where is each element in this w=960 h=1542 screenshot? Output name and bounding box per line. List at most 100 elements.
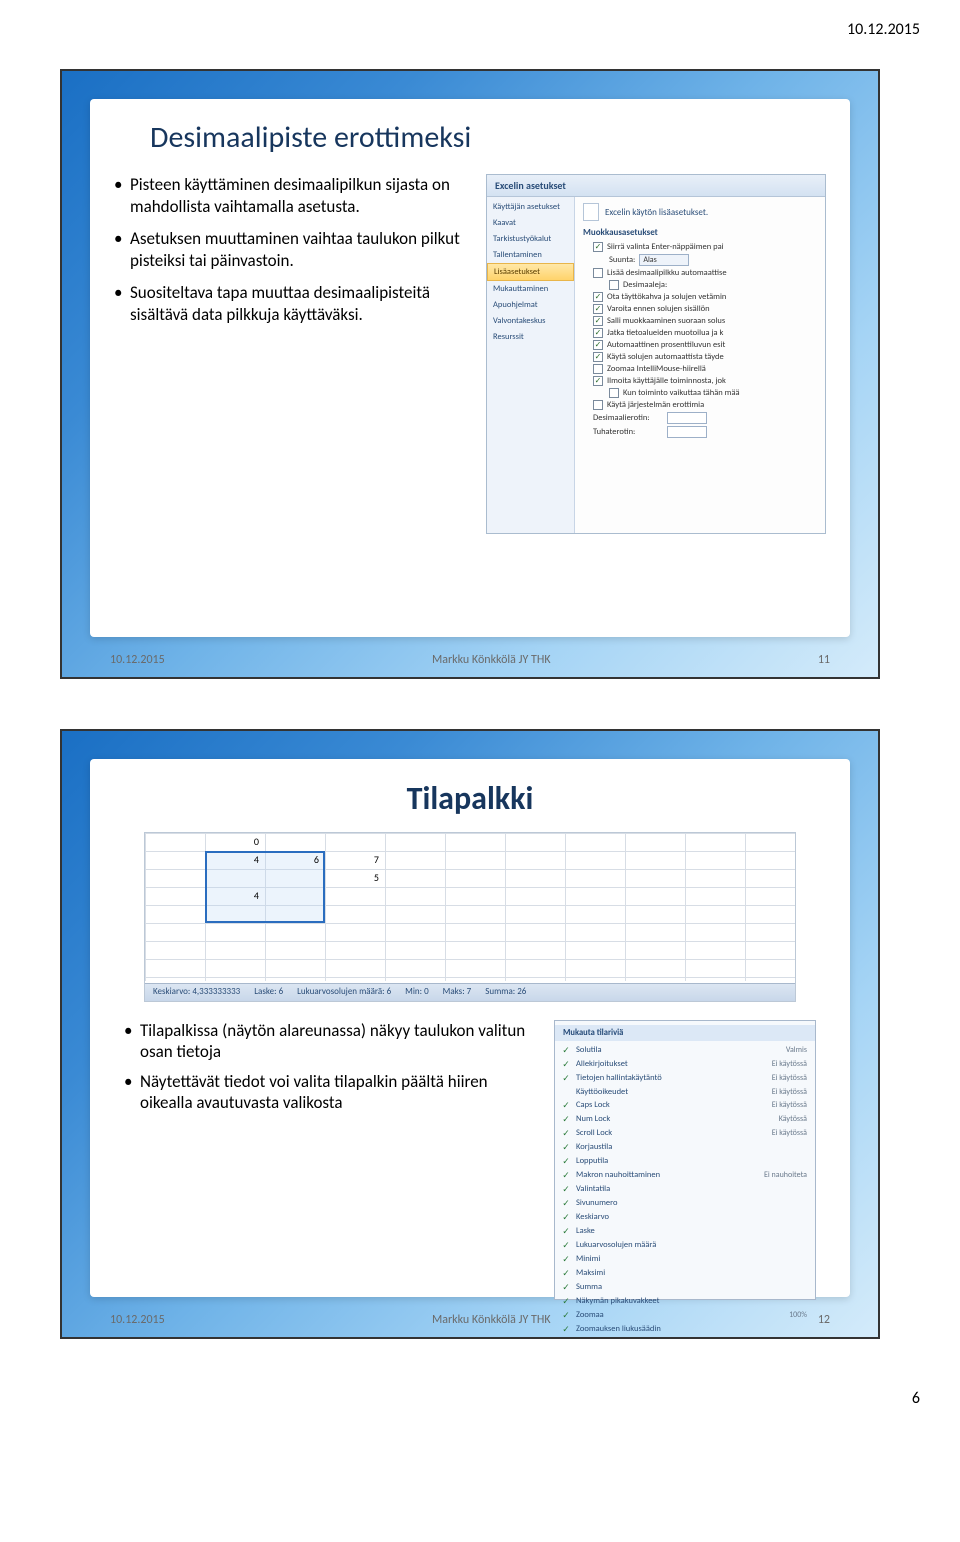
checkbox-icon[interactable]	[593, 292, 603, 302]
check-icon: ✓	[561, 1282, 571, 1293]
sidebar-item[interactable]: Mukauttaminen	[487, 281, 574, 297]
context-menu-item[interactable]: ✓Lukuarvosolujen määrä	[555, 1238, 815, 1252]
sidebar-item[interactable]: Kaavat	[487, 215, 574, 231]
statusbar-context-menu[interactable]: Mukauta tilariviä ✓SolutilaValmis ✓ Alleki…	[554, 1020, 816, 1300]
option-row[interactable]: Zoomaa IntelliMouse-hiirellä	[583, 364, 817, 374]
sidebar-item[interactable]: Resurssit	[487, 329, 574, 345]
sidebar-item[interactable]: Tarkistustyökalut	[487, 231, 574, 247]
dialog-header-link[interactable]: Excelin käytön lisäasetukset.	[605, 207, 708, 218]
option-label: Lisää desimaalipilkku automaattise	[607, 268, 727, 278]
direction-dropdown[interactable]: Alas	[639, 254, 689, 266]
context-menu-item[interactable]: ✓Caps LockEi käytössä	[555, 1098, 815, 1112]
footer-date: 10.12.2015	[110, 1313, 165, 1327]
context-menu-item[interactable]: ✓Näkymän pikakuvakkeet	[555, 1294, 815, 1308]
checkbox-icon[interactable]	[593, 340, 603, 350]
status-item: Summa: 26	[485, 986, 526, 999]
decimal-separator-input[interactable]	[667, 412, 707, 424]
checkbox-icon[interactable]	[593, 242, 603, 252]
option-label: Ilmoita käyttäjälle toiminnosta, jok	[607, 376, 726, 386]
document-icon	[583, 203, 599, 221]
option-row[interactable]: Ota täyttökahva ja solujen vetämin	[583, 292, 817, 302]
cell[interactable]: 5	[325, 871, 383, 884]
option-row[interactable]: Kun toiminto vaikuttaa tähän mää	[583, 388, 817, 398]
checkbox-icon[interactable]	[593, 400, 603, 410]
context-menu-item[interactable]: ✓Tietojen hallintakäytäntöEi käytössä	[555, 1071, 815, 1085]
status-item: Maks: 7	[443, 986, 472, 999]
bullet-item: Suositeltava tapa muuttaa desimaalipiste…	[114, 282, 474, 326]
option-row[interactable]: Automaattinen prosenttiluvun esit	[583, 340, 817, 350]
option-row[interactable]: Siirrä valinta Enter-näppäimen pai	[583, 242, 817, 252]
context-menu-item[interactable]: ✓Lopputila	[555, 1154, 815, 1168]
context-menu-item[interactable]: ✓Korjaustila	[555, 1140, 815, 1154]
dialog-main: Excelin käytön lisäasetukset. Muokkausas…	[575, 197, 825, 533]
menu-item-label: Makron nauhoittaminen	[576, 1170, 759, 1180]
context-menu-item[interactable]: ✓Valintatila	[555, 1182, 815, 1196]
sidebar-item[interactable]: Valvontakeskus	[487, 313, 574, 329]
context-menu-item[interactable]: ✓Scroll LockEi käytössä	[555, 1126, 815, 1140]
bullet-item: Näytettävät tiedot voi valita tilapalkin…	[124, 1071, 534, 1114]
context-menu-item[interactable]: ✓Laske	[555, 1224, 815, 1238]
context-menu-item[interactable]: ✓SolutilaValmis	[555, 1043, 815, 1057]
option-label: Desimaaleja:	[623, 280, 667, 290]
dialog-sidebar: Käyttäjän asetuksetKaavatTarkistustyökal…	[487, 197, 575, 533]
status-item: Min: 0	[405, 986, 429, 999]
slide-1-title: Desimaalipiste erottimeksi	[150, 119, 826, 156]
slide-1-bullets: Pisteen käyttäminen desimaalipilkun sija…	[114, 174, 474, 534]
context-menu-item[interactable]: ✓Num LockKäytössä	[555, 1112, 815, 1126]
context-menu-item[interactable]: ✓Sivunumero	[555, 1196, 815, 1210]
checkbox-icon[interactable]	[593, 304, 603, 314]
cell[interactable]: 0	[205, 835, 263, 848]
cell[interactable]: 7	[325, 853, 383, 866]
context-menu-item[interactable]: ✓Minimi	[555, 1252, 815, 1266]
option-label: Siirrä valinta Enter-näppäimen pai	[607, 242, 724, 252]
sidebar-item[interactable]: Käyttäjän asetukset	[487, 199, 574, 215]
option-row[interactable]: Desimaaleja:	[583, 280, 817, 290]
page-number: 6	[60, 1389, 920, 1408]
option-row[interactable]: Jatka tietoalueiden muotoilua ja k	[583, 328, 817, 338]
context-menu-item[interactable]: ✓Keskiarvo	[555, 1210, 815, 1224]
sidebar-item[interactable]: Apuohjelmat	[487, 297, 574, 313]
sidebar-item[interactable]: Lisäasetukset	[487, 263, 574, 281]
thousand-separator-label: Tuhaterotin:	[593, 427, 663, 437]
bullet-item: Tilapalkissa (näytön alareunassa) näkyy …	[124, 1020, 534, 1063]
check-icon: ✓	[561, 1240, 571, 1251]
option-row[interactable]: Lisää desimaalipilkku automaattise	[583, 268, 817, 278]
context-menu-item[interactable]: ✓Maksimi	[555, 1266, 815, 1280]
check-icon: ✓	[561, 1226, 571, 1237]
option-row[interactable]: Salli muokkaaminen suoraan solus	[583, 316, 817, 326]
menu-item-label: Allekirjoitukset	[576, 1059, 767, 1069]
context-menu-header: Mukauta tilariviä	[555, 1025, 815, 1041]
option-row[interactable]: Varoita ennen solujen sisällön	[583, 304, 817, 314]
menu-item-label: Näkymän pikakuvakkeet	[576, 1296, 802, 1306]
menu-item-label: Scroll Lock	[576, 1128, 767, 1138]
slide-2-footer: 10.12.2015 Markku Könkkölä JY THK 12	[110, 1313, 830, 1327]
context-menu-item[interactable]: ✓Makron nauhoittaminenEi nauhoiteta	[555, 1168, 815, 1182]
thousand-separator-input[interactable]	[667, 426, 707, 438]
context-menu-item[interactable]: ✓AllekirjoituksetEi käytössä	[555, 1057, 815, 1071]
option-row[interactable]: Käytä solujen automaattista täyde	[583, 352, 817, 362]
menu-item-value: Ei käytössä	[772, 1059, 807, 1069]
checkbox-icon[interactable]	[593, 328, 603, 338]
context-menu-item[interactable]: KäyttöoikeudetEi käytössä	[555, 1085, 815, 1098]
cell[interactable]: 6	[265, 853, 323, 866]
status-bar[interactable]: Keskiarvo: 4,333333333Laske: 6Lukuarvoso…	[145, 983, 795, 1001]
footer-date: 10.12.2015	[110, 653, 165, 667]
option-row[interactable]: Käytä järjestelmän erottimia	[583, 400, 817, 410]
menu-item-label: Sivunumero	[576, 1198, 802, 1208]
checkbox-icon[interactable]	[593, 268, 603, 278]
check-icon: ✓	[561, 1100, 571, 1111]
cell[interactable]: 4	[205, 889, 263, 902]
sidebar-item[interactable]: Tallentaminen	[487, 247, 574, 263]
checkbox-icon[interactable]	[609, 388, 619, 398]
cell[interactable]: 4	[205, 853, 263, 866]
context-menu-item[interactable]: ✓Summa	[555, 1280, 815, 1294]
checkbox-icon[interactable]	[593, 316, 603, 326]
check-icon: ✓	[561, 1114, 571, 1125]
dialog-titlebar: Excelin asetukset	[487, 175, 825, 197]
menu-item-label: Caps Lock	[576, 1100, 767, 1110]
checkbox-icon[interactable]	[593, 352, 603, 362]
checkbox-icon[interactable]	[593, 364, 603, 374]
checkbox-icon[interactable]	[609, 280, 619, 290]
checkbox-icon[interactable]	[593, 376, 603, 386]
option-row[interactable]: Ilmoita käyttäjälle toiminnosta, jok	[583, 376, 817, 386]
